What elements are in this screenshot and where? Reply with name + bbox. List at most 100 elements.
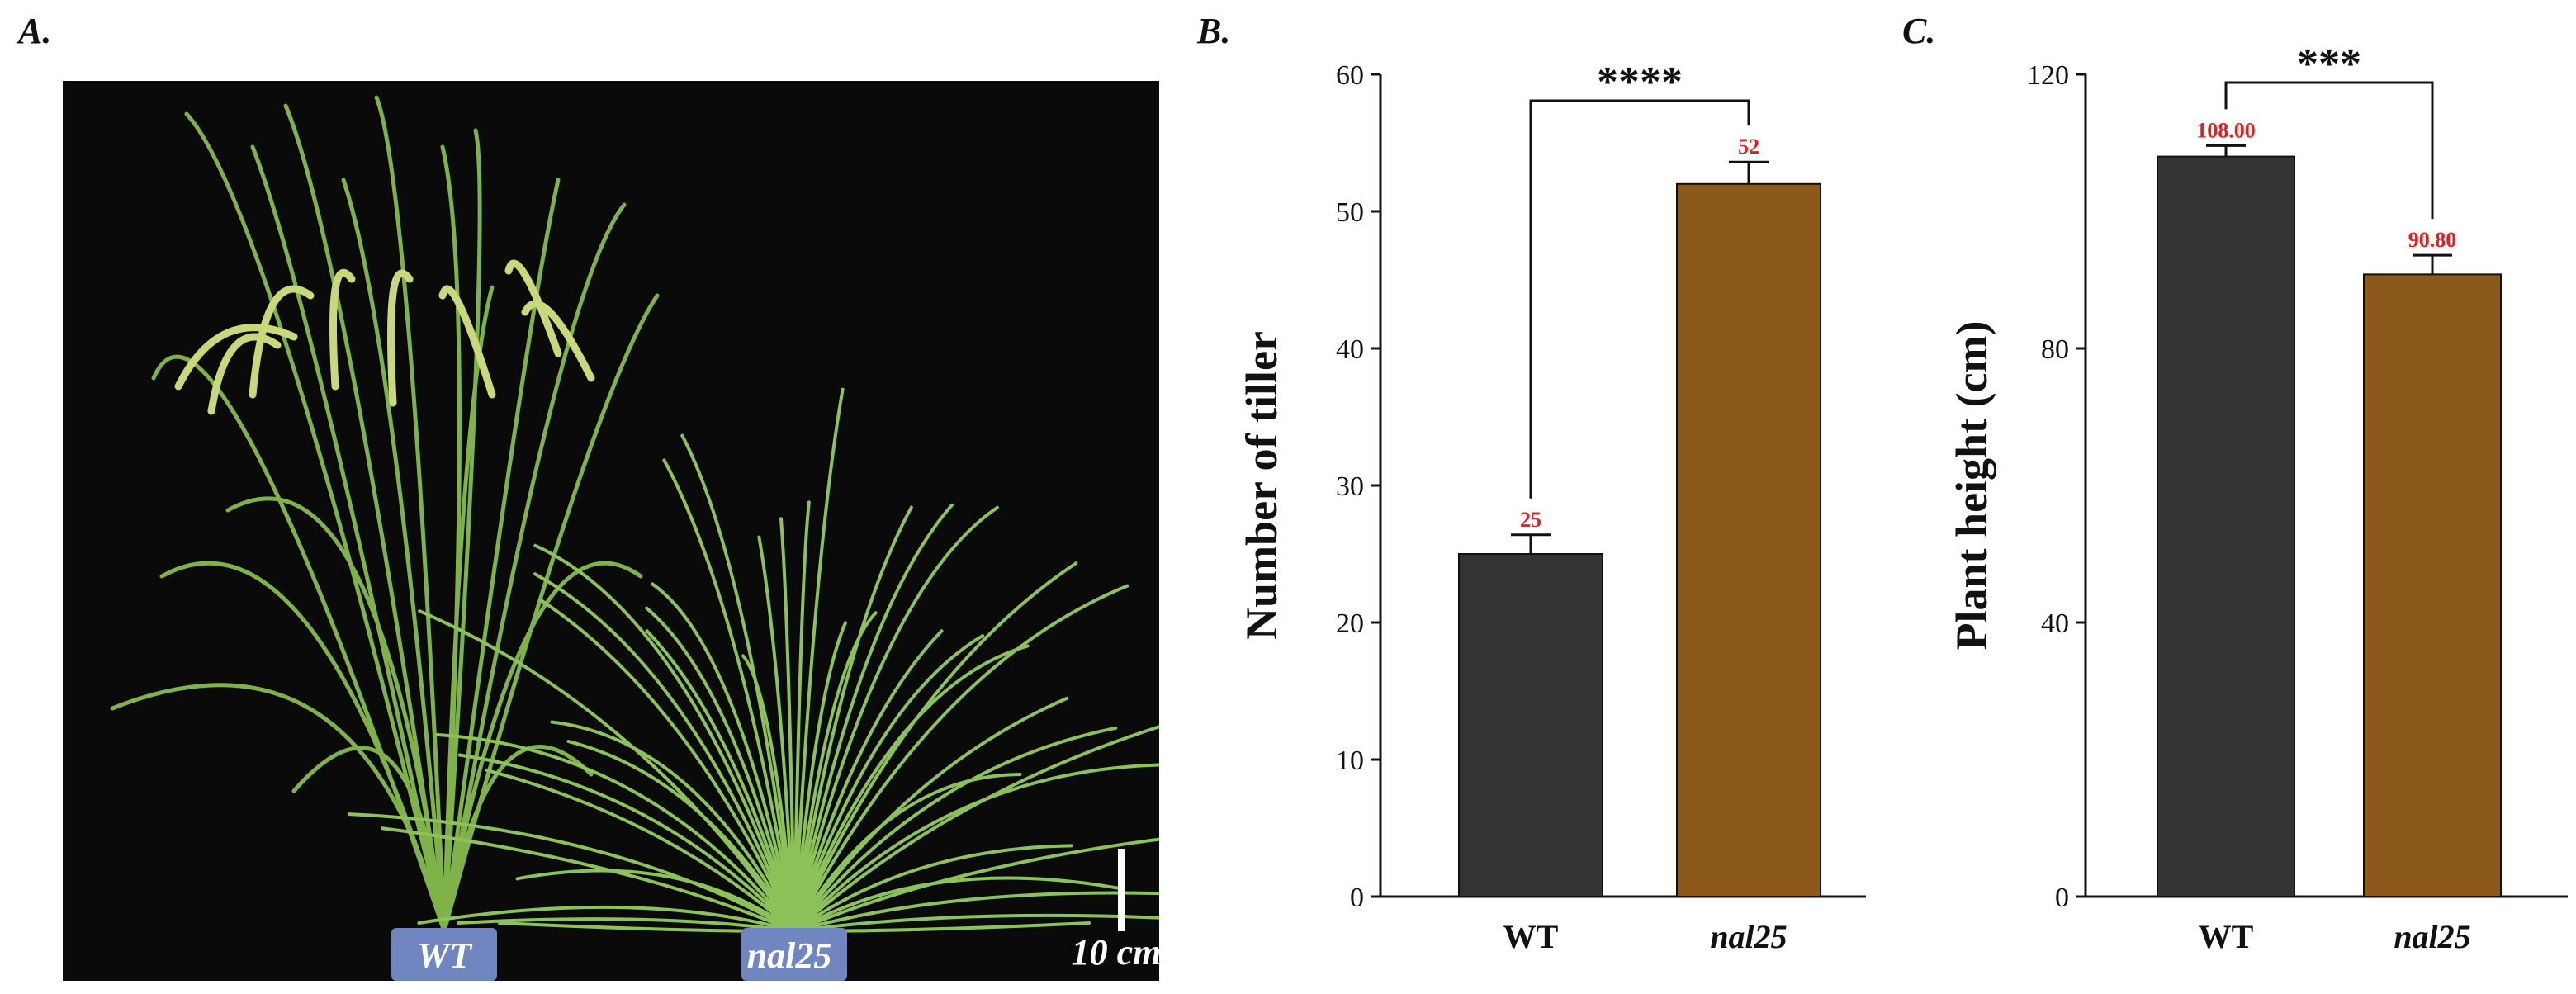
- wt-panicle: [174, 324, 298, 390]
- y-tick-label: 20: [1336, 608, 1364, 639]
- wt-leaf: [442, 561, 643, 934]
- wt-leaf: [110, 683, 447, 934]
- y-tick-label: 0: [2055, 883, 2069, 913]
- y-tick-label: 40: [1336, 334, 1364, 365]
- wt-leaf: [442, 293, 660, 934]
- nal25-leaf: [793, 913, 1159, 933]
- nal25-leaf: [793, 561, 1078, 933]
- x-tick-label-nal25: nal25: [2394, 918, 2470, 955]
- wt-leaf: [374, 95, 447, 934]
- wt-panicle: [249, 285, 315, 399]
- nal25-leaf: [793, 621, 847, 933]
- nal25-leaf: [485, 768, 796, 933]
- nal25-leaf: [651, 582, 796, 933]
- nal25-leaf: [793, 773, 1022, 933]
- nal25-leaf: [680, 433, 796, 933]
- nal25-leaf: [538, 598, 796, 933]
- scale-bar-label: 10 cm: [1072, 932, 1159, 973]
- nal25-leaf: [793, 584, 1129, 933]
- photo-background: [63, 81, 1159, 981]
- nal25-leaf: [533, 543, 796, 933]
- wt-leaf: [225, 496, 447, 934]
- nal25-leaf: [793, 505, 913, 933]
- nal25-leaf: [793, 844, 1073, 933]
- nal25-leaf: [741, 654, 796, 933]
- bar-wt: [2157, 155, 2295, 898]
- plant-height-chart: 0 40 80 120 Plant height (cm) 108.00 WT 90.80 na…: [1947, 40, 2568, 955]
- value-label-wt: 108.00: [2196, 118, 2256, 142]
- nal25-leaf: [793, 634, 985, 933]
- bar-wt: [1458, 553, 1603, 897]
- nal25-leaf: [662, 458, 796, 933]
- nal25-leaf: [793, 696, 1069, 933]
- wt-leaf: [291, 746, 447, 934]
- nal25-leaf: [793, 644, 1030, 933]
- nal25-leaf: [566, 740, 796, 933]
- wt-leaf: [442, 178, 561, 934]
- value-label-nal25: 90.80: [2408, 228, 2457, 252]
- bar-nal25: [2363, 273, 2502, 897]
- nal25-leaf: [417, 905, 796, 933]
- y-tick-label: 40: [2041, 608, 2069, 639]
- wt-pot-label: WT: [417, 935, 473, 976]
- y-axis-label: Plant height (cm): [1947, 321, 1996, 651]
- x-tick-label-nal25: nal25: [1710, 918, 1787, 955]
- y-tick-label: 80: [2041, 334, 2069, 365]
- nal25-leaf: [347, 812, 796, 933]
- nal25-leaf: [793, 763, 1159, 933]
- y-tick-label: 120: [2027, 60, 2069, 91]
- wt-pot: [391, 928, 497, 981]
- nal25-leaf: [457, 753, 796, 933]
- nal25-leaf: [793, 500, 811, 933]
- wt-panicle: [387, 269, 414, 407]
- nal25-leaf: [793, 505, 999, 933]
- scale-bar: [1118, 849, 1125, 931]
- nal25-leaf: [779, 517, 796, 933]
- nal25-leaf: [793, 503, 954, 933]
- wt-panicles: [174, 259, 595, 415]
- wt-panicle: [521, 300, 595, 382]
- wt-panicle: [207, 333, 282, 415]
- nal25-leaf: [418, 609, 796, 933]
- significance-stars: ****: [1597, 59, 1683, 106]
- y-tick-label: 10: [1336, 746, 1364, 776]
- nal25-leaf: [793, 629, 944, 933]
- nal25-pot-label: nal25: [747, 935, 832, 976]
- y-tick-label: 50: [1336, 197, 1364, 228]
- nal25-leaf: [515, 869, 796, 933]
- wt-leaf: [283, 103, 447, 934]
- nal25-pot: [741, 928, 847, 981]
- nal25-leaf: [757, 535, 796, 933]
- wt-leaf: [442, 285, 495, 934]
- x-tick-label-wt: WT: [2199, 918, 2254, 955]
- nal25-leaf: [793, 837, 1159, 933]
- tiller-number-chart: 0 10 20 30 40 50 60 Number of tiller 25 WT 52 nal25…: [1237, 59, 1866, 955]
- panel-a-label: A.: [18, 11, 52, 51]
- x-tick-label-wt: WT: [1503, 918, 1559, 955]
- rice-plants-photo: WT nal25 10 cm: [63, 81, 1159, 981]
- nal25-leaf: [533, 572, 796, 933]
- y-axis-label: Number of tiller: [1237, 331, 1286, 640]
- y-tick-label: 0: [1350, 883, 1364, 913]
- significance-bracket: [1529, 99, 1750, 499]
- value-label-nal25: 52: [1738, 135, 1759, 159]
- significance-bracket: [2224, 81, 2434, 220]
- wt-plant: [110, 95, 660, 934]
- nal25-leaf: [435, 733, 796, 933]
- nal25-leaf: [793, 891, 1159, 933]
- wt-panicle: [438, 285, 496, 399]
- wt-leaf: [341, 178, 447, 934]
- wt-panicle: [329, 269, 356, 390]
- nal25-leaf: [793, 726, 1118, 933]
- y-tick-label: 30: [1336, 471, 1364, 502]
- nal25-leaf: [793, 387, 845, 933]
- nal25-leaf: [793, 725, 1159, 933]
- panel-b-label: B.: [1197, 11, 1231, 51]
- nal25-leaf: [645, 629, 796, 933]
- bar-nal25: [1676, 182, 1821, 898]
- significance-stars: ***: [2297, 40, 2361, 88]
- wt-panicle: [504, 259, 562, 357]
- wt-leaf: [250, 144, 447, 934]
- nal25-leaf: [645, 606, 796, 933]
- nal25-leaf: [456, 917, 796, 933]
